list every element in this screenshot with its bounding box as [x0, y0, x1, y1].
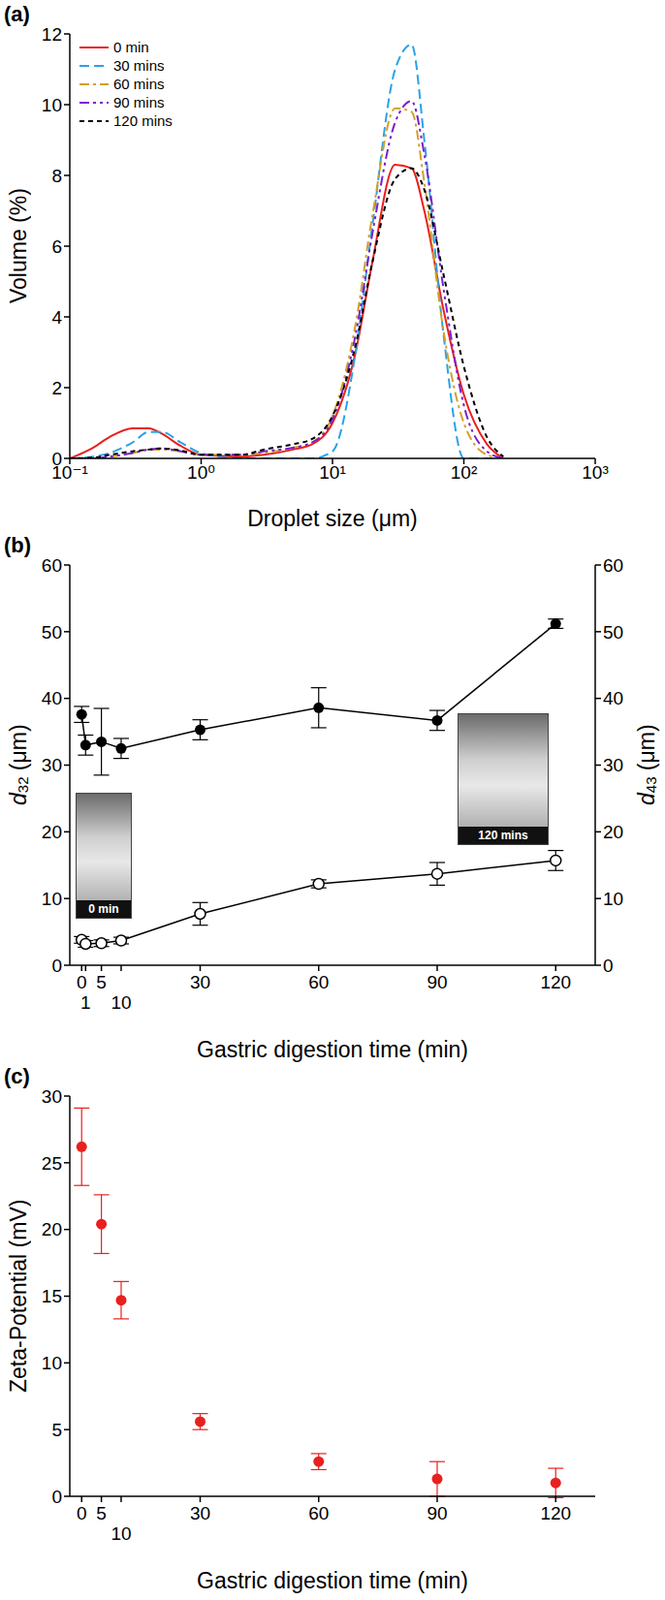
html-text:(a): (a) [3, 1, 30, 27]
html-text:43: 43 [642, 777, 660, 794]
svg-text:20: 20 [41, 1219, 63, 1240]
html-text:120 mins: 120 mins [478, 828, 529, 843]
svg-text:50: 50 [602, 622, 624, 643]
svg-text:5: 5 [95, 972, 107, 993]
html-text:d: d [5, 793, 31, 806]
svg-text:30: 30 [602, 755, 624, 776]
svg-text:60: 60 [602, 555, 624, 576]
svg-text:10: 10 [602, 888, 624, 910]
svg-text:30: 30 [41, 755, 63, 776]
svg-text:6: 6 [51, 236, 63, 257]
svg-text:10¹: 10¹ [318, 462, 346, 483]
svg-text:30: 30 [41, 1086, 63, 1108]
svg-text:4: 4 [51, 307, 63, 328]
svg-text:10⁰: 10⁰ [187, 462, 216, 483]
svg-text:60: 60 [308, 1503, 329, 1524]
svg-text:2: 2 [51, 378, 63, 399]
html-text:60 mins: 60 mins [113, 75, 165, 93]
svg-text:0: 0 [602, 955, 614, 977]
svg-text:120: 120 [539, 972, 571, 993]
svg-text:25: 25 [41, 1153, 63, 1174]
svg-text:20: 20 [41, 822, 63, 843]
svg-text:60: 60 [308, 972, 329, 993]
html-text:d: d [633, 793, 659, 806]
svg-text:12: 12 [41, 24, 63, 45]
svg-text:40: 40 [41, 688, 63, 709]
html-text:(b): (b) [3, 533, 32, 558]
svg-text:10³: 10³ [581, 462, 608, 483]
svg-text:15: 15 [41, 1286, 63, 1307]
svg-text:10⁻¹: 10⁻¹ [51, 462, 89, 484]
html-text:Zeta-Potential (mV): Zeta-Potential (mV) [5, 1199, 31, 1394]
svg-text:90: 90 [426, 1503, 447, 1524]
svg-text:10: 10 [110, 1523, 131, 1545]
svg-text:90: 90 [426, 972, 447, 993]
html-text:32: 32 [14, 777, 32, 794]
svg-text:0: 0 [51, 1487, 63, 1508]
html-text:120 mins: 120 mins [113, 112, 173, 129]
html-text:(μm): (μm) [5, 724, 31, 778]
html-text:0 min: 0 min [113, 38, 149, 56]
svg-text:0: 0 [51, 955, 63, 977]
html-text:0 min: 0 min [88, 902, 119, 917]
svg-text:30: 30 [190, 972, 211, 993]
svg-text:Droplet size (μm): Droplet size (μm) [247, 506, 418, 532]
svg-text:Gastric digestion time (min): Gastric digestion time (min) [196, 1568, 469, 1594]
svg-text:10²: 10² [450, 462, 477, 483]
svg-text:10: 10 [110, 992, 131, 1014]
svg-text:5: 5 [51, 1420, 63, 1441]
svg-text:0: 0 [76, 972, 88, 993]
svg-text:60: 60 [41, 555, 63, 576]
svg-text:10: 10 [41, 95, 63, 116]
html-text:90 mins: 90 mins [113, 94, 165, 111]
svg-text:20: 20 [602, 822, 624, 843]
svg-text:5: 5 [95, 1503, 107, 1524]
html-text:30 mins: 30 mins [113, 57, 165, 74]
svg-text:Gastric digestion time (min): Gastric digestion time (min) [196, 1037, 469, 1063]
svg-text:10: 10 [41, 1353, 63, 1374]
svg-text:0: 0 [76, 1503, 88, 1524]
html-text:(μm): (μm) [633, 724, 659, 778]
svg-text:10: 10 [41, 888, 63, 910]
svg-text:120: 120 [539, 1503, 571, 1524]
svg-text:0: 0 [51, 448, 63, 470]
svg-text:1: 1 [80, 992, 92, 1014]
html-text:Volume (%): Volume (%) [5, 188, 31, 304]
svg-text:30: 30 [190, 1503, 211, 1524]
html-text:(c): (c) [3, 1064, 30, 1089]
svg-text:8: 8 [51, 165, 63, 187]
svg-text:40: 40 [602, 688, 624, 709]
svg-text:50: 50 [41, 622, 63, 643]
